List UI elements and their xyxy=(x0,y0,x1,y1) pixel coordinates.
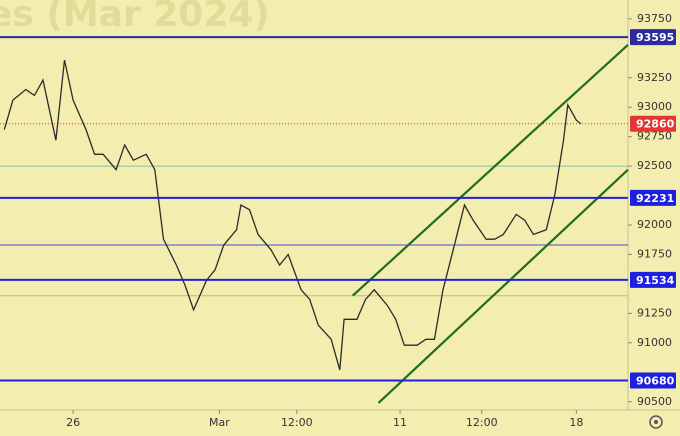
y-tick-label: 92750 xyxy=(637,130,672,143)
y-tick-label: 93750 xyxy=(637,12,672,25)
x-tick-label: 18 xyxy=(569,416,583,429)
level-label-box xyxy=(630,271,676,288)
x-tick-label: 11 xyxy=(393,416,407,429)
price-line xyxy=(3,59,582,371)
last-price-label: 92860 xyxy=(636,118,675,131)
last-price-box xyxy=(630,115,676,132)
x-tick-label: 12:00 xyxy=(466,416,498,429)
watermark: es (Mar 2024) xyxy=(0,0,270,35)
level-label-box xyxy=(630,372,676,389)
channel-line xyxy=(351,43,629,297)
y-tick-label: 93250 xyxy=(637,71,672,84)
y-tick-label: 92000 xyxy=(637,218,672,231)
level-label: 93595 xyxy=(636,31,674,44)
level-label: 91534 xyxy=(636,274,675,287)
level-label-box xyxy=(630,29,676,46)
level-label: 92231 xyxy=(636,192,674,205)
y-tick-label: 92500 xyxy=(637,159,672,172)
y-tick-label: 91750 xyxy=(637,247,672,260)
y-tick-label: 91000 xyxy=(637,336,672,349)
x-tick-label: 12:00 xyxy=(281,416,313,429)
y-tick-label: 90500 xyxy=(637,395,672,408)
settings-icon[interactable] xyxy=(649,415,663,429)
x-tick-label: 26 xyxy=(66,416,80,429)
level-label-box xyxy=(630,189,676,206)
x-tick-label: Mar xyxy=(209,416,230,429)
channel-line xyxy=(377,168,629,404)
y-tick-label: 93000 xyxy=(637,100,672,113)
level-label: 90680 xyxy=(636,375,675,388)
y-tick-label: 91250 xyxy=(637,306,672,319)
